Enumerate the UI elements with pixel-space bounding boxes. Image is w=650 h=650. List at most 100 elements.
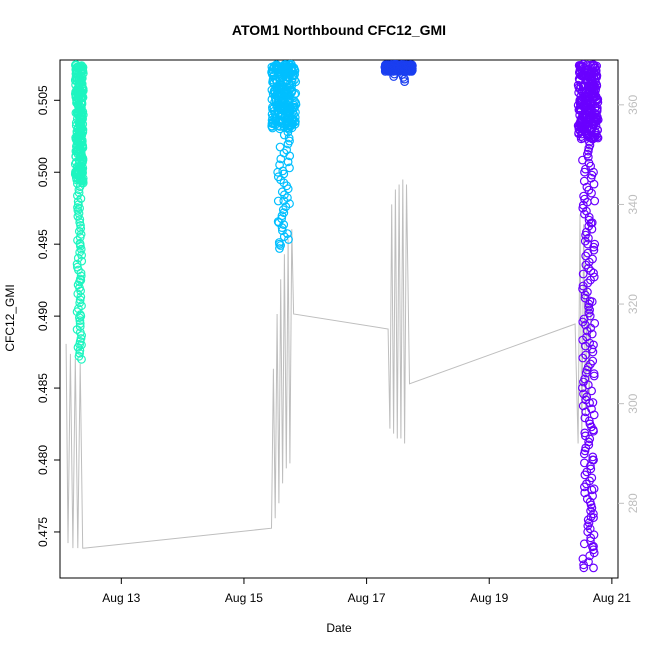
data-point (277, 83, 287, 93)
data-point (589, 410, 599, 420)
data-point (281, 202, 291, 212)
data-point (278, 226, 287, 236)
data-point (275, 117, 285, 127)
data-point (577, 120, 586, 129)
data-point (590, 196, 600, 206)
data-point (72, 179, 82, 189)
x-tick-label: Aug 21 (593, 591, 631, 605)
data-point (276, 63, 286, 73)
data-point (283, 229, 292, 239)
data-point (589, 563, 598, 573)
data-point (586, 533, 596, 543)
data-point (76, 311, 86, 321)
data-point (581, 407, 591, 417)
data-point (590, 239, 600, 249)
data-point (279, 178, 289, 188)
data-point (279, 130, 289, 140)
data-point (75, 203, 84, 213)
data-point (72, 259, 82, 269)
data-point (77, 136, 87, 146)
data-point (589, 82, 598, 92)
data-point (589, 513, 598, 522)
data-point (287, 77, 297, 87)
data-point (77, 301, 86, 311)
y-tick-label: 0.500 (36, 157, 50, 187)
data-point (280, 190, 289, 200)
data-point (76, 275, 86, 285)
data-point (578, 383, 587, 393)
data-point (288, 114, 298, 124)
data-point (582, 326, 592, 336)
y2-tick-label: 340 (626, 194, 640, 214)
data-point (587, 188, 596, 198)
data-point (580, 194, 589, 204)
data-point (578, 353, 588, 363)
data-point (284, 113, 294, 123)
data-point (273, 167, 283, 177)
data-point (72, 66, 81, 76)
data-point (75, 316, 85, 326)
data-point (75, 322, 85, 332)
data-point (579, 539, 589, 549)
y-tick-label: 0.490 (36, 301, 50, 331)
data-point (580, 293, 590, 303)
data-point (578, 269, 588, 279)
data-point (593, 94, 603, 104)
data-point (400, 74, 409, 84)
data-point (284, 107, 294, 117)
data-point (579, 563, 589, 573)
data-point (76, 286, 85, 296)
data-point (283, 139, 293, 149)
data-point (277, 73, 287, 83)
data-point (578, 61, 587, 71)
series-flight-1 (70, 60, 88, 364)
data-point (77, 61, 87, 71)
data-point (74, 185, 84, 195)
y-tick-label: 0.495 (36, 229, 50, 259)
data-point (77, 340, 86, 350)
data-point (285, 80, 295, 90)
plot-frame (59, 59, 619, 579)
data-point (287, 105, 297, 115)
data-point (290, 66, 300, 76)
data-point (76, 110, 85, 120)
data-point (284, 103, 294, 113)
series-flight-4 (573, 59, 603, 573)
data-point (588, 398, 598, 407)
data-point (582, 124, 592, 134)
data-point (589, 455, 598, 465)
data-point (389, 72, 399, 81)
data-point (579, 449, 589, 459)
data-point (581, 260, 591, 270)
data-point (576, 114, 586, 124)
data-point (580, 101, 590, 111)
data-point (74, 74, 83, 84)
data-point (271, 74, 280, 84)
y-tick-label: 0.475 (36, 517, 50, 547)
data-point (268, 112, 278, 122)
data-point (73, 135, 83, 145)
data-point (588, 61, 598, 71)
data-point (580, 209, 589, 219)
data-point (592, 71, 602, 81)
data-point (587, 118, 596, 127)
chart-title: ATOM1 Northbound CFC12_GMI (232, 22, 446, 38)
data-point (580, 413, 590, 423)
x-tick-label: Aug 17 (348, 591, 386, 605)
data-point (581, 230, 590, 240)
data-point (75, 161, 85, 171)
data-point (280, 86, 290, 96)
data-point (73, 131, 83, 141)
data-point (284, 98, 294, 107)
data-point (586, 114, 596, 124)
data-point (77, 354, 86, 364)
data-point (579, 377, 588, 387)
data-point (280, 89, 289, 99)
data-point (273, 196, 283, 206)
data-point (580, 482, 589, 492)
data-point (290, 70, 300, 79)
y2-tick-label: 280 (626, 493, 640, 513)
y-tick-label: 0.505 (36, 85, 50, 115)
data-point (275, 244, 284, 253)
